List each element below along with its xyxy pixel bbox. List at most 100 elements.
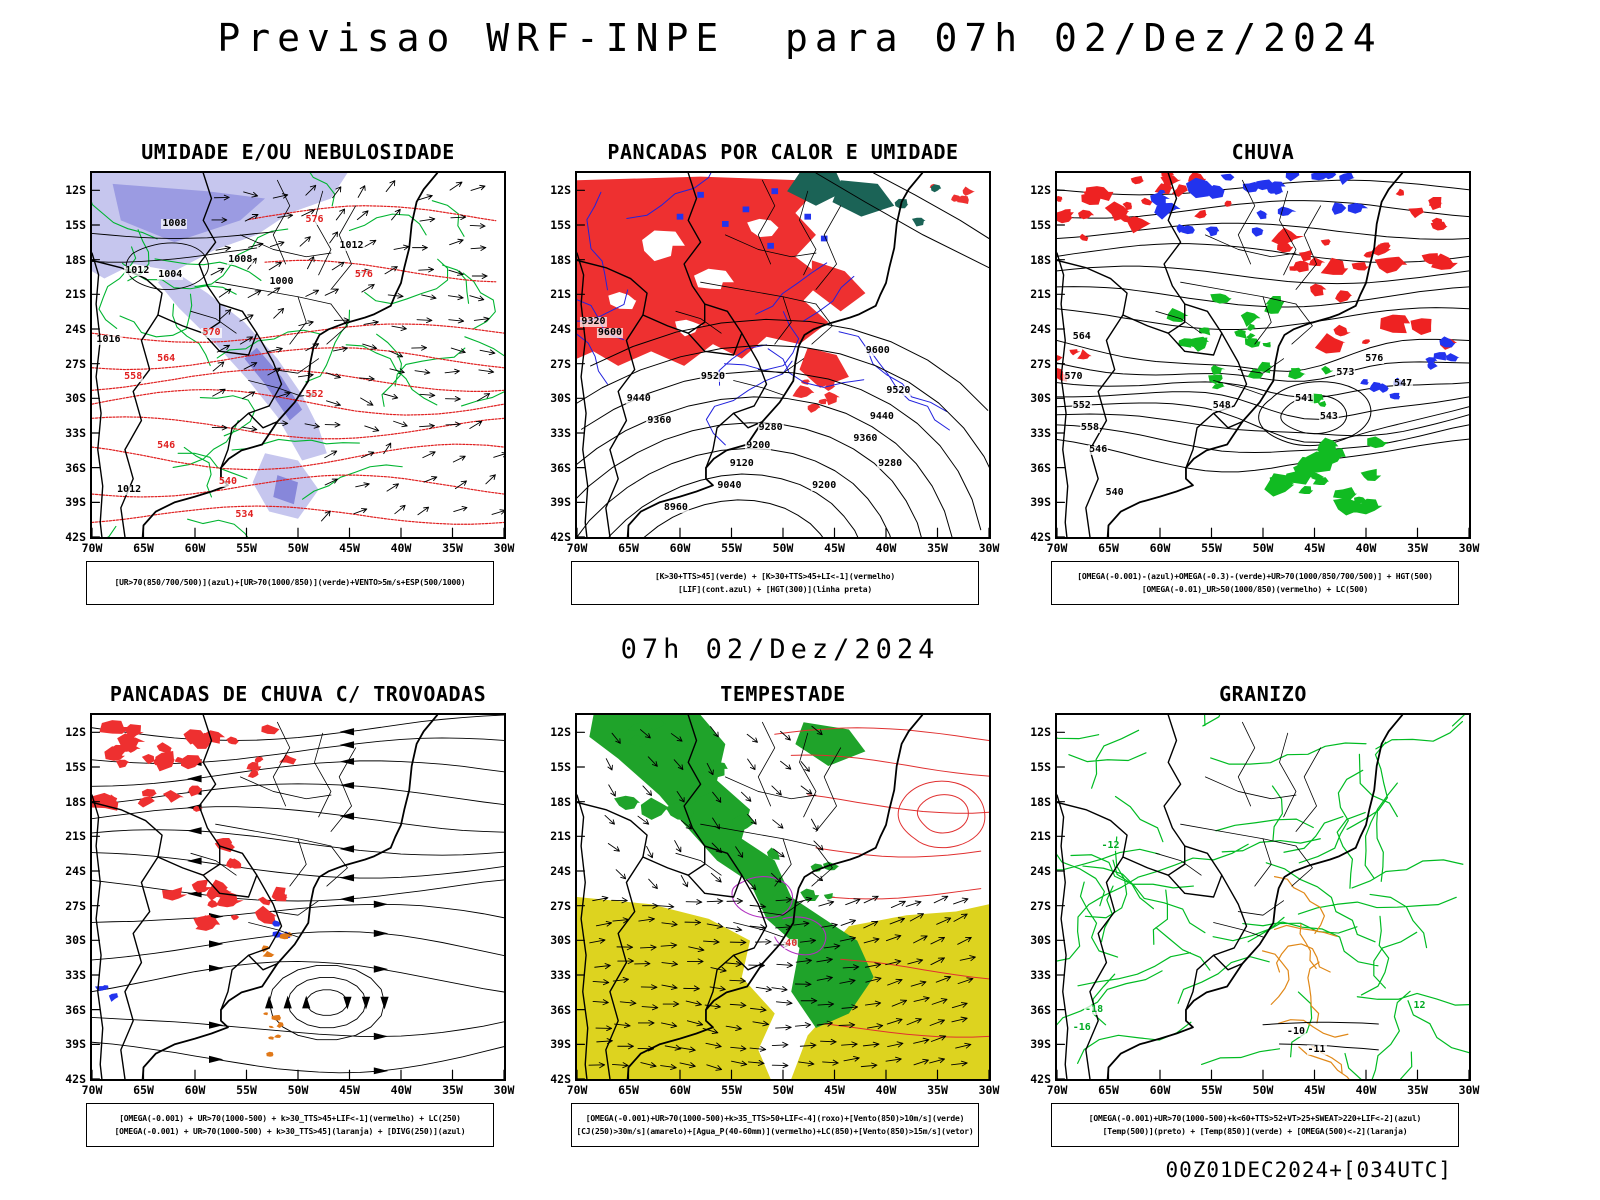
lon-label: 60W xyxy=(184,1083,206,1097)
thickness-line xyxy=(92,444,504,469)
state-border xyxy=(812,846,833,886)
lat-label: 30S xyxy=(550,391,571,406)
lon-label: 70W xyxy=(1046,1083,1068,1097)
panel-title-umidade: UMIDADE E/OU NEBULOSIDADE xyxy=(141,140,455,164)
shower-orange xyxy=(261,931,293,958)
lat-label: 21S xyxy=(65,287,86,302)
rain-green xyxy=(1288,365,1334,408)
lat-label: 33S xyxy=(1030,968,1051,982)
country-border xyxy=(1214,955,1243,970)
temp500-line xyxy=(1263,1022,1378,1025)
lon-label: 55W xyxy=(236,1083,257,1097)
lon-axis: 70W 65W 60W 55W 50W 45W 40W 35W 30W xyxy=(82,1079,515,1099)
geography-layer xyxy=(1057,715,1469,1079)
lon-label: 55W xyxy=(721,541,742,555)
state-border xyxy=(1238,180,1254,264)
convective-hole xyxy=(608,292,637,310)
axis-ticks xyxy=(92,190,504,537)
lat-label: 27S xyxy=(550,898,571,913)
lat-label: 27S xyxy=(1030,898,1051,913)
state-border xyxy=(327,304,348,344)
lon-label: 40W xyxy=(390,1083,412,1097)
lat-label: 39S xyxy=(65,495,86,510)
thickness-line xyxy=(92,348,504,370)
rain-green xyxy=(1166,293,1285,352)
lif-contour xyxy=(756,263,950,430)
coastline-pacific xyxy=(577,795,588,1079)
panel-granizo: GRANIZO -12 -18 -16 12 -10 -11 12S 15S 18S 21S 24… xyxy=(1017,682,1479,1147)
lon-label: 70W xyxy=(566,1083,588,1097)
lat-label: 18S xyxy=(1030,252,1051,267)
country-border xyxy=(249,413,278,428)
state-border xyxy=(1156,311,1201,333)
state-border xyxy=(758,180,774,264)
lat-label: 33S xyxy=(65,426,86,440)
lon-label: 30W xyxy=(978,1083,1000,1097)
rain-red xyxy=(1057,349,1092,382)
country-border xyxy=(199,173,220,304)
lon-label: 40W xyxy=(875,541,897,555)
convective-area xyxy=(811,260,866,312)
country-border xyxy=(1057,260,1185,333)
lat-label: 42S xyxy=(1030,530,1051,544)
caption-line: [Temp(500)](preto) + [Temp(850)](verde) … xyxy=(1102,1126,1408,1136)
lat-label: 33S xyxy=(1030,426,1051,440)
state-border xyxy=(249,922,298,937)
coastline xyxy=(143,715,438,1079)
streamline xyxy=(92,961,504,992)
panel-title-pancadas-calor: PANCADAS POR CALOR E UMIDADE xyxy=(607,140,959,164)
lat-label: 33S xyxy=(65,968,86,982)
country-border xyxy=(684,715,705,846)
lat-label: 30S xyxy=(65,391,86,406)
storm-green xyxy=(589,715,874,1029)
caption-box-tempestade: [OMEGA(-0.001)+UR>70(1000-500)+k>35_TTS>… xyxy=(571,1103,979,1147)
hgt500-line xyxy=(1057,244,1469,263)
geography-layer xyxy=(92,715,504,1079)
shower-red xyxy=(92,720,207,812)
state-border xyxy=(1238,901,1283,916)
rain-red xyxy=(1271,227,1458,354)
red-contour-loop xyxy=(898,781,985,847)
panel-title-granizo: GRANIZO xyxy=(1219,682,1307,706)
axis-ticks xyxy=(577,732,989,1079)
panel-title-chuva: CHUVA xyxy=(1231,140,1295,164)
country-border xyxy=(1168,304,1222,355)
coastline xyxy=(1108,173,1403,537)
coastline xyxy=(1108,715,1403,1079)
lat-label: 42S xyxy=(1030,1072,1051,1086)
state-border xyxy=(1205,777,1296,799)
red-contour xyxy=(791,755,989,776)
lat-axis: 12S 15S 18S 21S 24S 27S 30S 33S 36S 39S 42S xyxy=(52,715,88,1086)
thickness-line xyxy=(249,206,496,221)
axis-ticks xyxy=(92,732,504,1079)
hgt500-line xyxy=(1057,414,1469,436)
state-border xyxy=(216,824,331,846)
lat-label: 30S xyxy=(1030,391,1051,406)
hgt300-line xyxy=(577,474,867,537)
state-border xyxy=(725,777,816,799)
hgt300-line xyxy=(591,319,988,410)
lif-contour xyxy=(706,312,863,445)
wind-vectors xyxy=(589,896,975,1070)
map-granizo: -12 -18 -16 12 -10 -11 12S 15S 18S 21S 24S 27S 30S 3… xyxy=(1030,713,1479,1097)
streamline xyxy=(92,830,504,855)
red-contour xyxy=(841,959,989,979)
humidity-blob-south-deep xyxy=(273,475,298,505)
lat-label: 36S xyxy=(550,1002,571,1017)
lat-label: 21S xyxy=(65,829,86,844)
lon-label: 70W xyxy=(566,541,588,555)
hgt300-line xyxy=(577,449,895,537)
state-border xyxy=(191,311,236,333)
state-border xyxy=(327,846,348,886)
state-border xyxy=(331,748,356,832)
caption-box-umidade: [UR>70(850/700/500)](azul)+[UR>70(1000/8… xyxy=(86,561,494,605)
hgt500-line xyxy=(1057,403,1469,442)
lat-label: 42S xyxy=(550,1072,571,1086)
geography-layer xyxy=(577,173,989,537)
state-border xyxy=(273,359,318,374)
caption-box-granizo: [OMEGA(-0.001)+UR>70(1000-500)+k<60+TTS>… xyxy=(1051,1103,1459,1147)
lat-label: 24S xyxy=(65,864,86,878)
caption-line: [CJ(250)>30m/s](amarelo)+[Agua_P(40-60mm… xyxy=(576,1126,974,1136)
geography-layer xyxy=(1057,173,1469,537)
caption-line: [OMEGA(-0.001) + UR>70(1000-500) + k>30_… xyxy=(119,1113,461,1123)
